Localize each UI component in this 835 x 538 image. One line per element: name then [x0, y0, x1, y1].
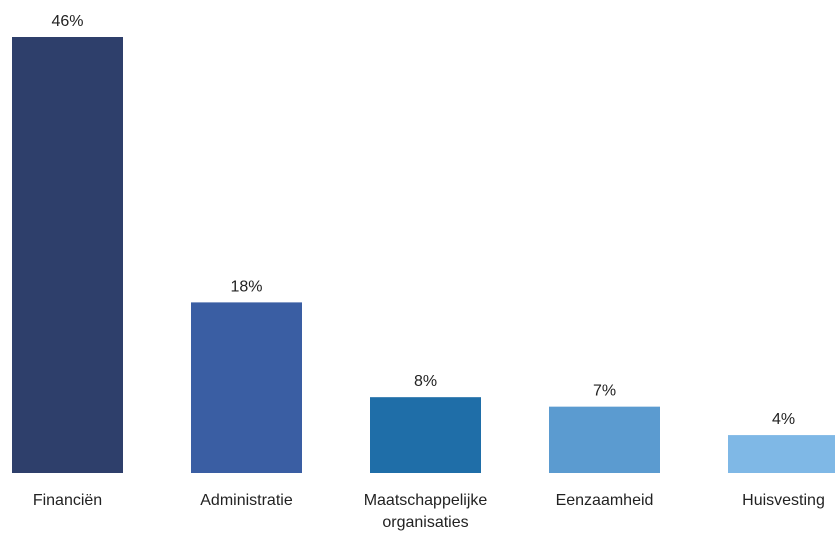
category-label-line: Eenzaamheid: [556, 492, 654, 509]
category-label-line: Administratie: [200, 492, 293, 509]
category-label-maatschappelijke-organisaties: Maatschappelijke organisaties: [364, 492, 488, 531]
category-label-line: organisaties: [382, 514, 468, 531]
category-label-administratie: Administratie: [200, 492, 293, 509]
category-label-financien: Financiën: [33, 492, 102, 509]
value-label-administratie: 18%: [230, 278, 262, 295]
category-label-line: Huisvesting: [742, 492, 825, 509]
value-label-maatschappelijke-organisaties: 8%: [414, 373, 437, 390]
category-label-huisvesting: Huisvesting: [742, 492, 825, 509]
value-labels-group: 46% 18% 8% 7% 4%: [51, 13, 795, 428]
bar-financien: [12, 37, 123, 473]
category-label-eenzaamheid: Eenzaamheid: [556, 492, 654, 509]
bars-group: [12, 37, 835, 473]
value-label-eenzaamheid: 7%: [593, 383, 616, 400]
value-label-huisvesting: 4%: [772, 411, 795, 428]
value-label-financien: 46%: [51, 13, 83, 30]
bar-administratie: [191, 302, 302, 473]
bar-maatschappelijke-organisaties: [370, 397, 481, 473]
bar-huisvesting: [728, 435, 835, 473]
bar-eenzaamheid: [549, 406, 660, 473]
category-label-line: Maatschappelijke: [364, 492, 488, 509]
category-labels-group: Financiën Administratie Maatschappelijke or…: [33, 492, 825, 531]
category-label-line: Financiën: [33, 492, 102, 509]
